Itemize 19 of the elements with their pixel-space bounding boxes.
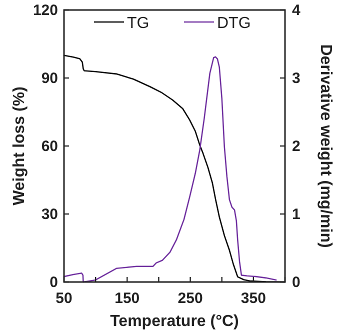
y-tick-label: 60 xyxy=(41,138,58,155)
y-tick-label: 120 xyxy=(32,2,58,19)
y2-tick-label: 1 xyxy=(292,206,300,223)
x-tick-label: 350 xyxy=(240,290,266,307)
y-tick-label: 90 xyxy=(41,70,58,87)
y-tick-label: 0 xyxy=(50,274,58,291)
y-axis-title: Weight loss (%) xyxy=(11,86,28,206)
y2-tick-label: 2 xyxy=(292,138,300,155)
x-tick-label: 250 xyxy=(178,290,203,307)
legend-label: DTG xyxy=(217,15,251,32)
x-tick-label: 150 xyxy=(114,290,140,307)
x-axis-title: Temperature (°C) xyxy=(110,313,239,330)
y2-tick-label: 4 xyxy=(292,2,301,19)
y2-tick-label: 3 xyxy=(292,70,300,87)
y2-tick-label: 0 xyxy=(292,274,300,291)
x-tick-label: 50 xyxy=(56,290,72,307)
y2-axis-title: Derivative weight (mg/min) xyxy=(317,44,334,248)
y-tick-label: 30 xyxy=(41,206,58,223)
legend-label: TG xyxy=(127,15,150,32)
